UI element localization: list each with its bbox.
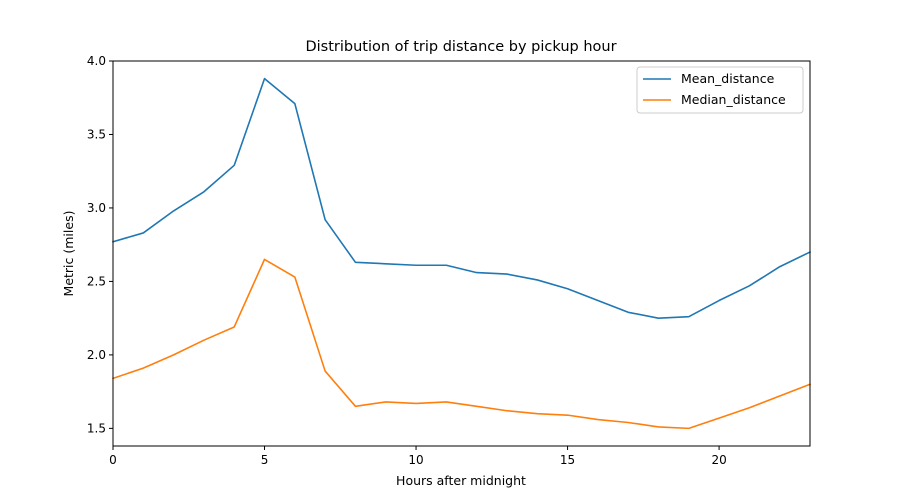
y-tick-label: 1.5 bbox=[87, 421, 106, 435]
x-axis-label: Hours after midnight bbox=[396, 473, 526, 488]
legend: Mean_distance Median_distance bbox=[636, 66, 804, 114]
y-tick-label: 2.5 bbox=[87, 274, 106, 288]
series-layer bbox=[111, 77, 812, 430]
legend-label-0: Mean_distance bbox=[681, 71, 775, 86]
plot-background bbox=[113, 61, 810, 446]
chart-title: Distribution of trip distance by pickup … bbox=[305, 39, 616, 55]
plot-frame bbox=[112, 60, 811, 447]
y-axis-ticks: 1.5 2.0 2.5 3.0 3.5 4.0 bbox=[87, 54, 113, 435]
x-tick-label: 20 bbox=[711, 453, 726, 467]
axes-layer bbox=[112, 60, 811, 447]
y-tick-label: 3.5 bbox=[87, 127, 106, 141]
y-tick-label: 4.0 bbox=[87, 54, 106, 68]
x-tick-label: 15 bbox=[560, 453, 575, 467]
series-line-1 bbox=[111, 258, 812, 430]
y-axis-label: Metric (miles) bbox=[61, 211, 76, 297]
x-axis-ticks: 0 5 10 15 20 bbox=[109, 446, 727, 467]
legend-label-1: Median_distance bbox=[681, 92, 786, 107]
plot-area bbox=[113, 61, 810, 446]
series-line-0 bbox=[112, 77, 812, 319]
y-tick-label: 2.0 bbox=[87, 348, 106, 362]
x-tick-label: 0 bbox=[109, 453, 117, 467]
y-tick-label: 3.0 bbox=[87, 201, 106, 215]
x-tick-label: 10 bbox=[408, 453, 423, 467]
legend-box bbox=[636, 66, 804, 114]
x-tick-label: 5 bbox=[261, 453, 269, 467]
